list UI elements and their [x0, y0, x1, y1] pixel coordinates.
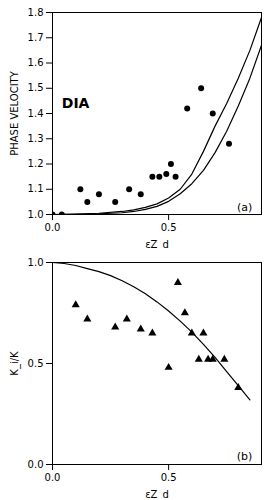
svg-text:1.3: 1.3: [28, 133, 44, 144]
svg-text:1.0: 1.0: [28, 209, 44, 220]
svg-text:0.5: 0.5: [161, 222, 177, 233]
svg-text:0.5: 0.5: [161, 472, 177, 483]
svg-text:1.5: 1.5: [28, 82, 44, 93]
svg-text:0.5: 0.5: [28, 358, 44, 369]
svg-text:PHASE VELOCITY: PHASE VELOCITY: [9, 70, 20, 156]
svg-text:(a): (a): [237, 201, 252, 214]
svg-text:1.8: 1.8: [28, 7, 44, 18]
svg-text:K_i/K: K_i/K: [9, 351, 21, 376]
svg-text:0.0: 0.0: [28, 459, 44, 470]
svg-text:εZ_d: εZ_d: [145, 489, 169, 500]
svg-text:(b): (b): [237, 450, 253, 463]
svg-text:1.4: 1.4: [28, 108, 44, 119]
svg-text:1.6: 1.6: [28, 57, 44, 68]
svg-text:DIA: DIA: [62, 95, 90, 111]
svg-text:0.0: 0.0: [45, 472, 61, 483]
svg-text:1.1: 1.1: [28, 183, 44, 194]
svg-text:εZ_d: εZ_d: [145, 239, 169, 251]
svg-text:1.0: 1.0: [28, 257, 44, 268]
svg-text:1.7: 1.7: [28, 32, 44, 43]
svg-text:1.2: 1.2: [28, 158, 44, 169]
svg-text:0.0: 0.0: [45, 222, 61, 233]
